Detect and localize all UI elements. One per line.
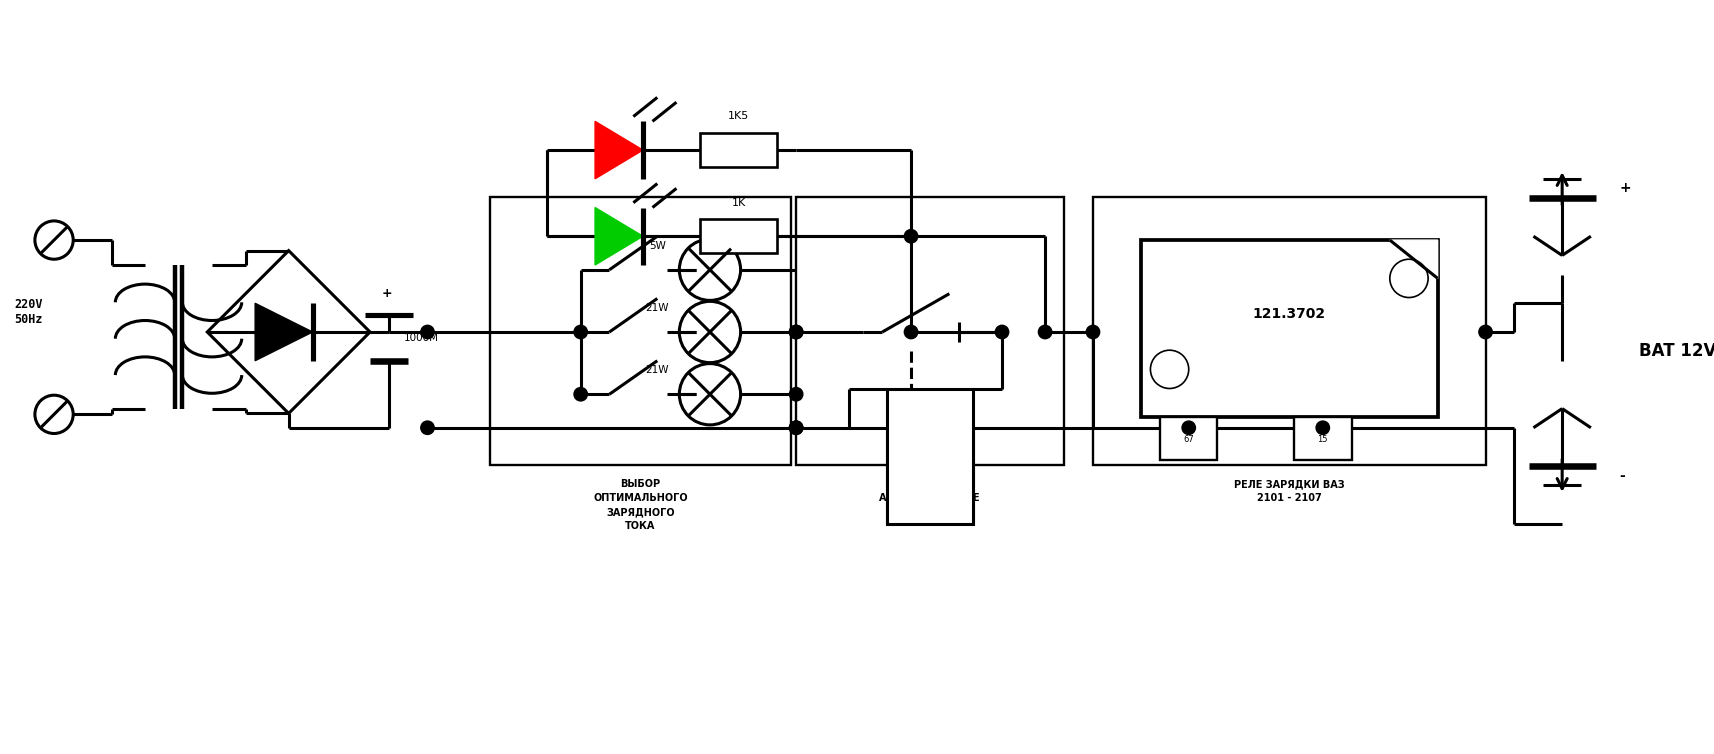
Text: 121.3702: 121.3702 — [1253, 308, 1327, 321]
Polygon shape — [595, 121, 643, 179]
Bar — [701, 133, 776, 167]
Circle shape — [790, 421, 802, 434]
Bar — [701, 219, 776, 253]
Bar — [795, 197, 1064, 465]
Circle shape — [1039, 325, 1052, 339]
Bar — [1094, 197, 1486, 465]
Text: 67: 67 — [1183, 435, 1195, 444]
Circle shape — [905, 325, 917, 339]
Text: 1K: 1K — [732, 198, 746, 207]
Text: 220V
50Hz: 220V 50Hz — [14, 298, 43, 326]
Text: РЕЛЕ ЗАРЯДКИ ВАЗ
2101 - 2107: РЕЛЕ ЗАРЯДКИ ВАЗ 2101 - 2107 — [1234, 480, 1344, 504]
Text: ВЫБОР
ОПТИМАЛЬНОГО
ЗАРЯДНОГО
ТОКА: ВЫБОР ОПТИМАЛЬНОГО ЗАРЯДНОГО ТОКА — [593, 480, 687, 532]
Text: 21W: 21W — [646, 303, 668, 313]
Circle shape — [790, 388, 802, 401]
Text: 1000M: 1000M — [403, 333, 439, 343]
Bar — [1160, 417, 1217, 460]
Circle shape — [422, 325, 434, 339]
Bar — [1142, 240, 1438, 417]
Circle shape — [1316, 421, 1330, 434]
Circle shape — [1183, 421, 1195, 434]
Circle shape — [905, 229, 917, 243]
Circle shape — [790, 421, 802, 434]
Polygon shape — [255, 303, 312, 360]
Polygon shape — [595, 207, 643, 265]
Circle shape — [1087, 325, 1100, 339]
Text: 21W: 21W — [646, 365, 668, 375]
Polygon shape — [1390, 240, 1438, 278]
Text: -: - — [1620, 469, 1625, 483]
Bar — [888, 390, 974, 523]
Text: 15: 15 — [1318, 435, 1328, 444]
Text: 5W: 5W — [650, 241, 665, 250]
Circle shape — [790, 325, 802, 339]
Text: 1K5: 1K5 — [728, 112, 749, 121]
Text: РЕЛЕ
АВТОМОБИЛЬНОЕ: РЕЛЕ АВТОМОБИЛЬНОЕ — [879, 480, 980, 504]
Circle shape — [996, 325, 1010, 339]
Circle shape — [574, 325, 588, 339]
Bar — [1294, 417, 1352, 460]
Bar — [490, 197, 792, 465]
Text: +: + — [382, 287, 393, 300]
Circle shape — [1479, 325, 1493, 339]
Text: BAT 12V: BAT 12V — [1639, 342, 1714, 360]
Circle shape — [574, 388, 588, 401]
Circle shape — [422, 421, 434, 434]
Text: +: + — [1620, 182, 1632, 195]
Circle shape — [790, 325, 802, 339]
